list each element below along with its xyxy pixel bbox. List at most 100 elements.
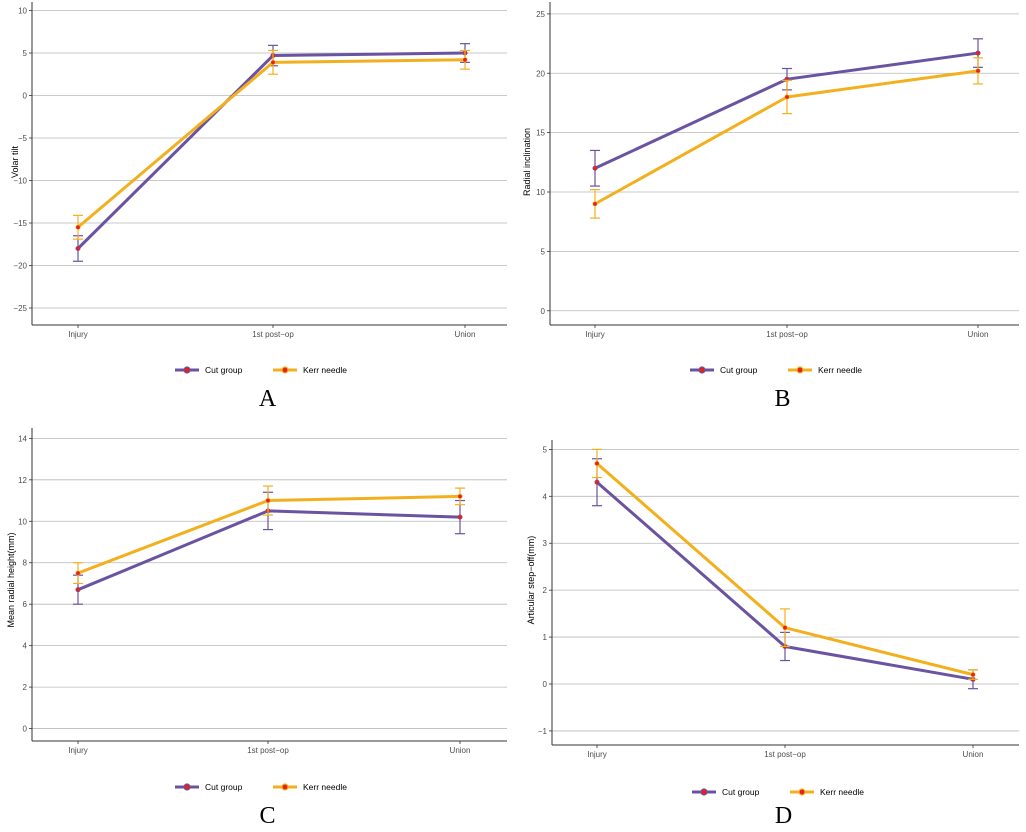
data-point xyxy=(975,50,981,56)
y-tick-label: 12 xyxy=(18,476,27,485)
x-tick-label: 1st post−op xyxy=(764,750,806,759)
y-tick-label: 0 xyxy=(23,725,28,734)
legend: Cut group Kerr needle xyxy=(690,365,862,375)
x-tick-label: Injury xyxy=(585,330,605,339)
y-axis-label: Volar tilt xyxy=(10,145,20,178)
y-tick-label: 1 xyxy=(543,633,548,642)
legend-key-point xyxy=(700,788,708,796)
x-tick-label: Injury xyxy=(68,330,88,339)
y-tick-label: 15 xyxy=(536,129,545,138)
y-tick-label: 2 xyxy=(543,586,548,595)
data-point xyxy=(594,460,600,466)
legend-key-point xyxy=(698,366,706,374)
legend-label: Kerr needle xyxy=(303,782,347,792)
y-tick-label: 0 xyxy=(23,92,28,101)
y-tick-label: 5 xyxy=(543,445,548,454)
data-point xyxy=(970,672,976,678)
data-point xyxy=(265,498,271,504)
series-line xyxy=(77,58,466,229)
y-tick-label: 5 xyxy=(23,49,28,58)
legend-label: Cut group xyxy=(720,365,758,375)
data-point xyxy=(270,59,276,65)
legend-label: Cut group xyxy=(205,782,243,792)
data-point xyxy=(75,570,81,576)
panel-letter: B xyxy=(774,386,790,412)
x-tick-label: 1st post−op xyxy=(766,330,808,339)
data-point xyxy=(592,201,598,207)
series-kerr-needle xyxy=(590,57,983,219)
data-point xyxy=(975,68,981,74)
data-point xyxy=(457,514,463,520)
y-tick-label: 0 xyxy=(541,307,546,316)
data-point xyxy=(782,625,788,631)
y-axis-label: Articular step−off(mm) xyxy=(526,536,536,625)
data-point xyxy=(462,57,468,63)
y-tick-label: 3 xyxy=(543,539,548,548)
legend-key-point xyxy=(281,366,289,374)
legend-key-point xyxy=(183,783,191,791)
series-cut-group xyxy=(73,43,470,262)
y-tick-label: −1 xyxy=(538,727,548,736)
legend: Cut group Kerr needle xyxy=(175,782,347,792)
panel-letter: D xyxy=(775,803,792,829)
data-point xyxy=(784,94,790,100)
legend-key-point xyxy=(183,366,191,374)
y-tick-label: −25 xyxy=(13,304,27,313)
data-point xyxy=(594,479,600,485)
chart-panel-a: 10 5 0 −5 −10 −15 −20 −25 Injury 1st post−op Union… xyxy=(10,2,507,412)
y-tick-label: −20 xyxy=(13,262,27,271)
x-tick-label: Union xyxy=(963,750,984,759)
y-tick-label: 8 xyxy=(23,559,28,568)
legend-key-point xyxy=(281,783,289,791)
chart-panel-d: 5 4 3 2 1 0 −1 Injury 1st post−op Union Articular … xyxy=(526,440,1019,829)
x-tick-label: 1st post−op xyxy=(252,330,294,339)
legend: Cut group Kerr needle xyxy=(175,365,347,375)
legend-label: Cut group xyxy=(205,365,243,375)
y-tick-label: 4 xyxy=(543,492,548,501)
x-tick-label: Injury xyxy=(587,750,607,759)
data-point xyxy=(75,224,81,230)
series-cut-group xyxy=(73,491,465,605)
data-point xyxy=(75,246,81,252)
legend-label: Kerr needle xyxy=(820,787,864,797)
y-tick-label: 25 xyxy=(536,10,545,19)
series-kerr-needle xyxy=(592,448,978,680)
data-point xyxy=(457,493,463,499)
y-tick-label: 10 xyxy=(18,517,27,526)
data-point xyxy=(75,587,81,593)
y-tick-label: 14 xyxy=(18,434,27,443)
x-tick-label: Union xyxy=(450,746,471,755)
y-tick-label: −5 xyxy=(18,134,28,143)
y-tick-label: 4 xyxy=(23,642,28,651)
series-line xyxy=(76,51,466,250)
y-tick-label: −15 xyxy=(13,219,27,228)
legend-key-point xyxy=(796,366,804,374)
x-tick-label: Injury xyxy=(68,746,88,755)
y-axis-label: Mean radial height(mm) xyxy=(6,532,16,627)
legend-label: Kerr needle xyxy=(818,365,862,375)
data-point xyxy=(592,165,598,171)
y-axis-label: Radial inclination xyxy=(522,128,532,196)
y-tick-label: 20 xyxy=(536,69,545,78)
y-tick-label: 0 xyxy=(543,680,548,689)
legend-key-point xyxy=(798,788,806,796)
series-line xyxy=(77,494,461,575)
panel-letter: A xyxy=(259,386,277,412)
y-tick-label: 2 xyxy=(23,683,28,692)
x-tick-label: Union xyxy=(455,330,476,339)
panel-letter: C xyxy=(259,803,275,829)
series-kerr-needle xyxy=(73,49,470,240)
chart-panel-b: 0 5 10 15 20 25 Injury 1st post−op Union Radial i… xyxy=(522,2,1019,412)
legend-label: Kerr needle xyxy=(303,365,347,375)
series-cut-group xyxy=(592,458,978,690)
y-tick-label: 10 xyxy=(536,188,545,197)
y-tick-label: −10 xyxy=(13,177,27,186)
legend-label: Cut group xyxy=(722,787,760,797)
y-tick-label: 5 xyxy=(541,247,546,256)
series-kerr-needle xyxy=(73,485,465,585)
y-tick-label: 10 xyxy=(18,7,27,16)
legend: Cut group Kerr needle xyxy=(692,787,864,797)
x-tick-label: 1st post−op xyxy=(247,746,289,755)
y-tick-label: 6 xyxy=(23,600,28,609)
